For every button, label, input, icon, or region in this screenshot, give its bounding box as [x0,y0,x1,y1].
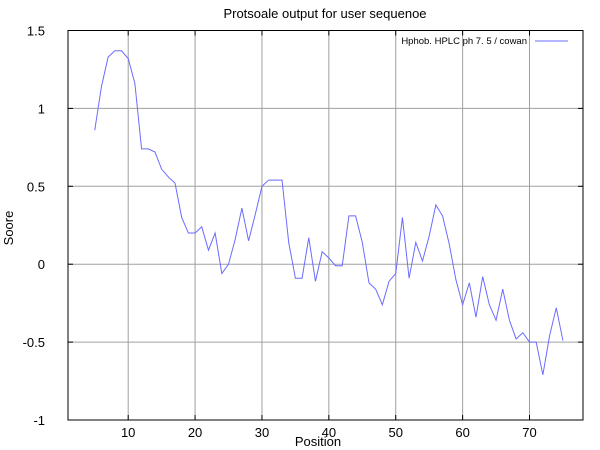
y-tick-label: 0 [38,257,45,272]
x-tick-label: 10 [121,425,135,440]
y-tick-label: -0.5 [23,335,45,350]
y-tick-labels: -1 -0.5 0 0.5 1 1.5 [23,24,45,429]
x-tick-label: 50 [388,425,402,440]
axis-ticks [68,30,583,421]
y-axis-title: Soore [1,211,16,246]
x-tick-label: 20 [188,425,202,440]
series-line [94,50,564,375]
x-tick-labels: 10 20 30 40 50 60 70 [121,425,537,440]
series-layer [94,50,564,375]
x-tick-label: 40 [322,425,336,440]
chart-title: Protsoale output for user sequenoe [223,6,426,21]
legend: Hphob. HPLC ph 7. 5 / cowan [401,36,568,47]
y-tick-label: -1 [33,413,45,428]
y-tick-label: 0.5 [27,179,45,194]
y-tick-label: 1.5 [27,24,45,39]
grid-lines [68,30,583,420]
x-axis-title: Position [295,434,341,449]
x-tick-label: 70 [522,425,536,440]
x-tick-label: 60 [455,425,469,440]
y-tick-label: 1 [38,101,45,116]
legend-label: Hphob. HPLC ph 7. 5 / cowan [401,36,527,47]
x-tick-label: 30 [255,425,269,440]
plot-frame [67,30,584,421]
